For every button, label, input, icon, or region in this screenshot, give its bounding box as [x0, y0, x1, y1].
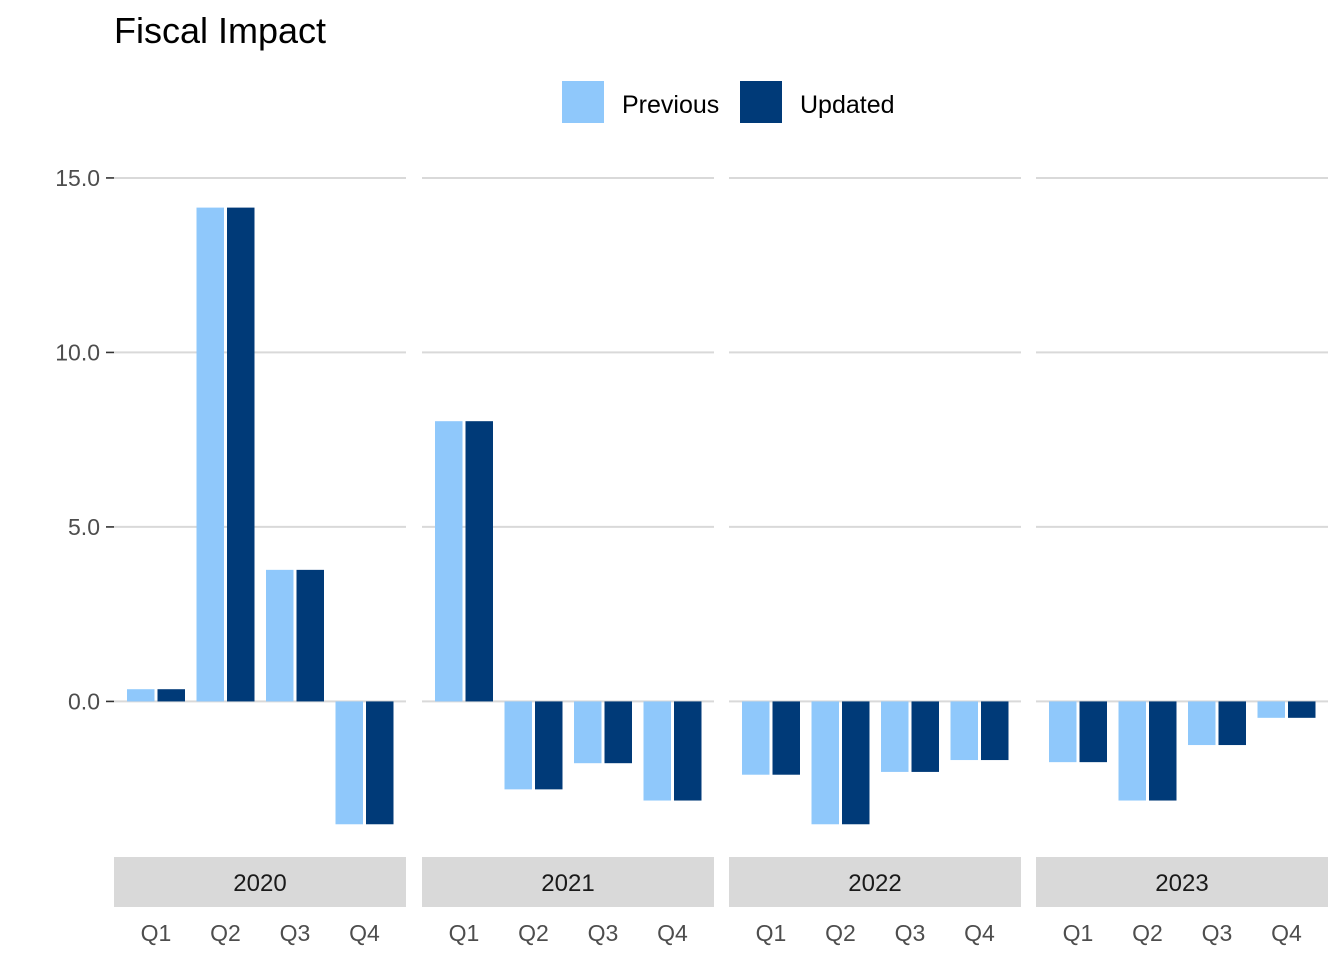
bar-2023-q1-updated — [1079, 701, 1107, 763]
panel-2022: Q1 Q2 Q3 Q4 2022 — [729, 176, 1021, 946]
strip-label: 2021 — [541, 870, 594, 897]
bar-2020-q3-previous — [266, 569, 294, 702]
legend-label-previous: Previous — [622, 91, 719, 119]
chart-title: Fiscal Impact — [114, 10, 326, 51]
bar-2022-q4-updated — [981, 701, 1009, 761]
panel-2021: Q1 Q2 Q3 Q4 2021 — [422, 176, 714, 946]
bar-2022-q2-updated — [842, 701, 870, 825]
x-tick-label: Q4 — [1271, 920, 1302, 946]
bar-2021-q2-previous — [504, 701, 532, 790]
bar-2021-q4-previous — [643, 701, 671, 801]
strip-label: 2023 — [1155, 870, 1208, 897]
bar-2021-q4-updated — [674, 701, 702, 801]
bar-2023-q4-previous — [1257, 701, 1285, 718]
strip-2021 — [422, 857, 714, 907]
y-tick-label: 10.0 — [55, 339, 100, 365]
bar-2020-q4-updated — [366, 701, 394, 825]
x-tick-label: Q2 — [518, 920, 549, 946]
bar-2023-q3-previous — [1188, 701, 1216, 746]
bar-2023-q2-previous — [1118, 701, 1146, 801]
bar-2020-q1-previous — [127, 689, 155, 702]
x-tick-label: Q1 — [756, 920, 787, 946]
bar-2023-q1-previous — [1049, 701, 1077, 763]
panel-2023: Q1 Q2 Q3 Q4 2023 — [1036, 176, 1328, 946]
y-tick-label: 5.0 — [68, 514, 100, 540]
bar-2022-q3-updated — [911, 701, 939, 772]
bar-2022-q2-previous — [811, 701, 839, 825]
strip-2022 — [729, 857, 1021, 907]
bar-2023-q4-updated — [1288, 701, 1316, 718]
legend: Previous Updated — [562, 81, 895, 123]
facet-panels: Q1 Q2 Q3 Q4 2020 Q1 Q2 Q3 Q4 2021 Q1 Q2 Q3 Q4 2022 Q1 Q2… — [114, 176, 1328, 946]
bar-2023-q3-updated — [1218, 701, 1246, 746]
bar-2021-q1-previous — [435, 421, 463, 702]
x-tick-label: Q3 — [895, 920, 926, 946]
x-tick-label: Q3 — [588, 920, 619, 946]
y-axis: 0.0 5.0 10.0 15.0 — [55, 165, 114, 714]
bar-2022-q1-previous — [742, 701, 770, 775]
x-tick-label: Q3 — [280, 920, 311, 946]
x-tick-label: Q3 — [1202, 920, 1233, 946]
legend-label-updated: Updated — [800, 91, 895, 119]
bar-2021-q2-updated — [535, 701, 563, 790]
x-tick-label: Q4 — [657, 920, 688, 946]
legend-swatch-updated — [740, 81, 782, 123]
bar-2020-q2-previous — [196, 207, 224, 702]
bar-2022-q4-previous — [950, 701, 978, 761]
bar-2023-q2-updated — [1149, 701, 1177, 801]
bar-2020-q2-updated — [227, 207, 255, 702]
bar-2022-q3-previous — [881, 701, 909, 772]
x-tick-label: Q1 — [1063, 920, 1094, 946]
bar-2021-q3-previous — [574, 701, 602, 764]
y-tick-label: 0.0 — [68, 688, 100, 714]
bar-2020-q4-previous — [335, 701, 363, 825]
x-tick-label: Q4 — [349, 920, 380, 946]
x-tick-label: Q2 — [1132, 920, 1163, 946]
strip-2020 — [114, 857, 406, 907]
legend-swatch-previous — [562, 81, 604, 123]
y-tick-label: 15.0 — [55, 165, 100, 191]
bar-2020-q1-updated — [157, 689, 185, 702]
bar-2021-q3-updated — [604, 701, 632, 764]
bar-2020-q3-updated — [296, 569, 324, 702]
strip-label: 2022 — [848, 870, 901, 897]
panel-2020: Q1 Q2 Q3 Q4 2020 — [114, 176, 406, 946]
x-tick-label: Q1 — [141, 920, 172, 946]
strip-2023 — [1036, 857, 1328, 907]
strip-label: 2020 — [233, 870, 286, 897]
bar-2021-q1-updated — [465, 421, 493, 702]
x-tick-label: Q1 — [449, 920, 480, 946]
bar-2022-q1-updated — [772, 701, 800, 775]
x-tick-label: Q4 — [964, 920, 995, 946]
x-tick-label: Q2 — [825, 920, 856, 946]
x-tick-label: Q2 — [210, 920, 241, 946]
